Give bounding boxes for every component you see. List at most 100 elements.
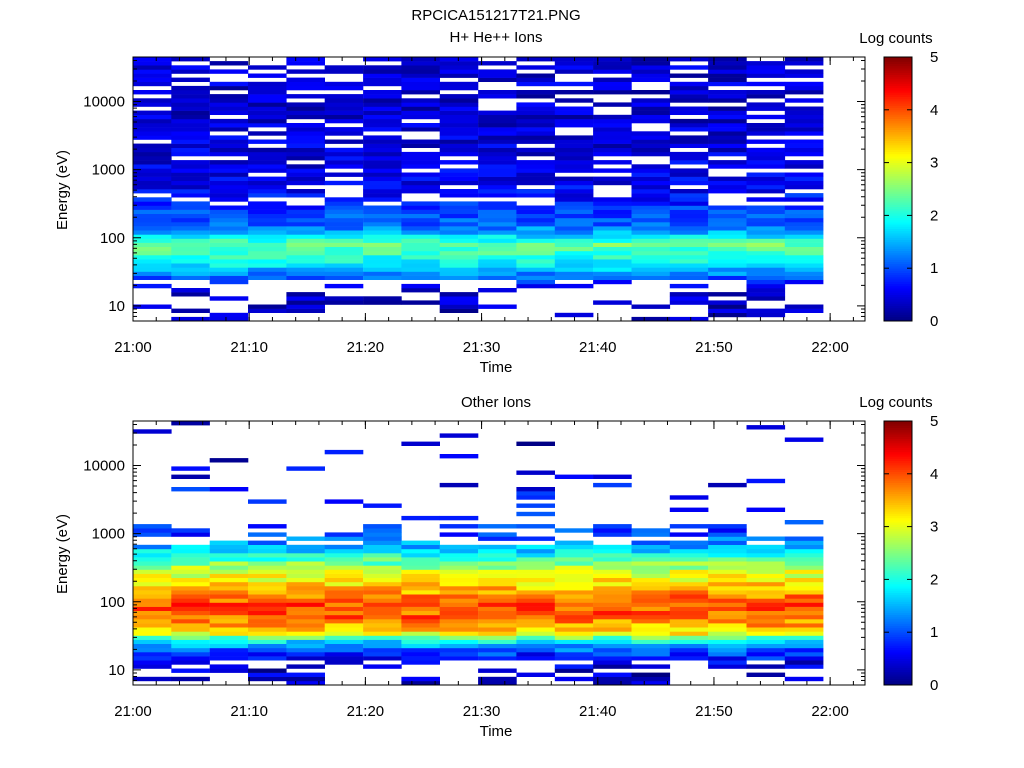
- heatmap-cell: [209, 189, 249, 194]
- heatmap-cell: [324, 598, 364, 603]
- heatmap-cell: [133, 246, 172, 252]
- heatmap-cell: [324, 586, 364, 591]
- heatmap-cell: [324, 85, 364, 91]
- colorbar-segment: [884, 65, 912, 69]
- colorbar-segment: [884, 283, 912, 287]
- heatmap-cell: [516, 73, 555, 78]
- heatmap-cell: [209, 259, 249, 264]
- heatmap-cell: [593, 255, 632, 260]
- heatmap-cell: [133, 242, 172, 247]
- heatmap-cell: [439, 275, 479, 280]
- heatmap-cell: [669, 271, 709, 276]
- heatmap-cell: [133, 127, 172, 132]
- heatmap-cell: [708, 614, 747, 620]
- heatmap-cell: [669, 565, 709, 570]
- heatmap-cell: [363, 565, 402, 570]
- heatmap-cell: [248, 610, 287, 616]
- heatmap-cell: [554, 647, 594, 653]
- heatmap-cell: [631, 680, 671, 686]
- heatmap-cell: [439, 263, 479, 268]
- colorbar-tick-label: 3: [930, 519, 938, 536]
- heatmap-cell: [286, 61, 325, 66]
- heatmap-cell: [401, 205, 440, 210]
- colorbar-segment: [884, 658, 912, 662]
- heatmap-cell: [248, 118, 287, 124]
- heatmap-cell: [209, 123, 249, 128]
- heatmap-cell: [133, 639, 172, 644]
- heatmap-cell: [401, 65, 440, 70]
- heatmap-cell: [133, 226, 172, 231]
- colorbar-segment: [884, 443, 912, 446]
- colorbar-segment: [884, 193, 912, 196]
- heatmap-cell: [363, 118, 402, 124]
- heatmap-cell: [248, 569, 287, 574]
- heatmap-cell: [631, 90, 671, 95]
- heatmap-cell: [631, 548, 671, 554]
- heatmap-cell: [324, 127, 364, 132]
- heatmap-cell: [746, 623, 786, 628]
- heatmap-cell: [248, 184, 287, 190]
- heatmap-cell: [554, 61, 594, 66]
- heatmap-cell: [439, 242, 479, 247]
- colorbar-segment: [884, 487, 912, 490]
- heatmap-cell: [363, 139, 402, 144]
- heatmap-cell: [286, 639, 325, 644]
- heatmap-cell: [324, 263, 364, 268]
- heatmap-cell: [363, 639, 402, 644]
- heatmap-cell: [784, 308, 824, 313]
- heatmap-cell: [593, 565, 632, 570]
- heatmap-cell: [478, 184, 517, 190]
- heatmap-cell: [363, 147, 402, 153]
- heatmap-cell: [554, 544, 594, 550]
- heatmap-cell: [401, 267, 440, 272]
- heatmap-cell: [324, 635, 364, 640]
- heatmap-cell: [324, 656, 364, 661]
- heatmap-cell: [209, 594, 249, 599]
- heatmap-cell: [363, 503, 402, 508]
- heatmap-cell: [363, 255, 402, 260]
- colorbar-segment: [884, 522, 912, 525]
- heatmap-cell: [554, 643, 594, 649]
- panel-title: Other Ions: [461, 394, 531, 411]
- heatmap-cell: [784, 160, 824, 165]
- heatmap-cell: [286, 164, 325, 169]
- heatmap-cell: [286, 635, 325, 640]
- heatmap-cell: [209, 263, 249, 268]
- heatmap-cell: [133, 259, 172, 264]
- x-tick-label: 21:10: [230, 339, 268, 356]
- heatmap-cell: [708, 65, 747, 70]
- heatmap-cell: [439, 180, 479, 186]
- heatmap-cell: [209, 557, 249, 562]
- heatmap-cell: [171, 147, 210, 153]
- heatmap-cell: [209, 127, 249, 132]
- heatmap-cell: [554, 263, 594, 268]
- heatmap-cell: [363, 102, 402, 107]
- heatmap-cell: [516, 598, 555, 603]
- heatmap-cell: [171, 259, 210, 264]
- heatmap-cell: [669, 143, 709, 148]
- heatmap-cell: [439, 553, 479, 558]
- heatmap-cell: [516, 164, 555, 169]
- heatmap-cell: [746, 581, 786, 587]
- heatmap-cell: [516, 172, 555, 177]
- heatmap-cell: [439, 57, 479, 62]
- heatmap-cell: [324, 631, 364, 636]
- heatmap-cell: [324, 619, 364, 624]
- heatmap-cell: [593, 553, 632, 558]
- heatmap-cell: [631, 255, 671, 260]
- heatmap-cell: [209, 590, 249, 595]
- heatmap-cell: [516, 123, 555, 128]
- heatmap-cell: [171, 421, 210, 426]
- heatmap-cell: [171, 275, 210, 280]
- heatmap-cell: [324, 532, 364, 537]
- colorbar-segment: [884, 449, 912, 453]
- heatmap-cell: [439, 271, 479, 276]
- heatmap-cell: [286, 569, 325, 574]
- heatmap-cell: [286, 147, 325, 153]
- heatmap-cell: [746, 176, 786, 181]
- heatmap-cell: [209, 139, 249, 144]
- heatmap-cell: [324, 610, 364, 616]
- heatmap-cell: [593, 635, 632, 640]
- heatmap-cell: [171, 246, 210, 252]
- heatmap-cell: [593, 90, 632, 95]
